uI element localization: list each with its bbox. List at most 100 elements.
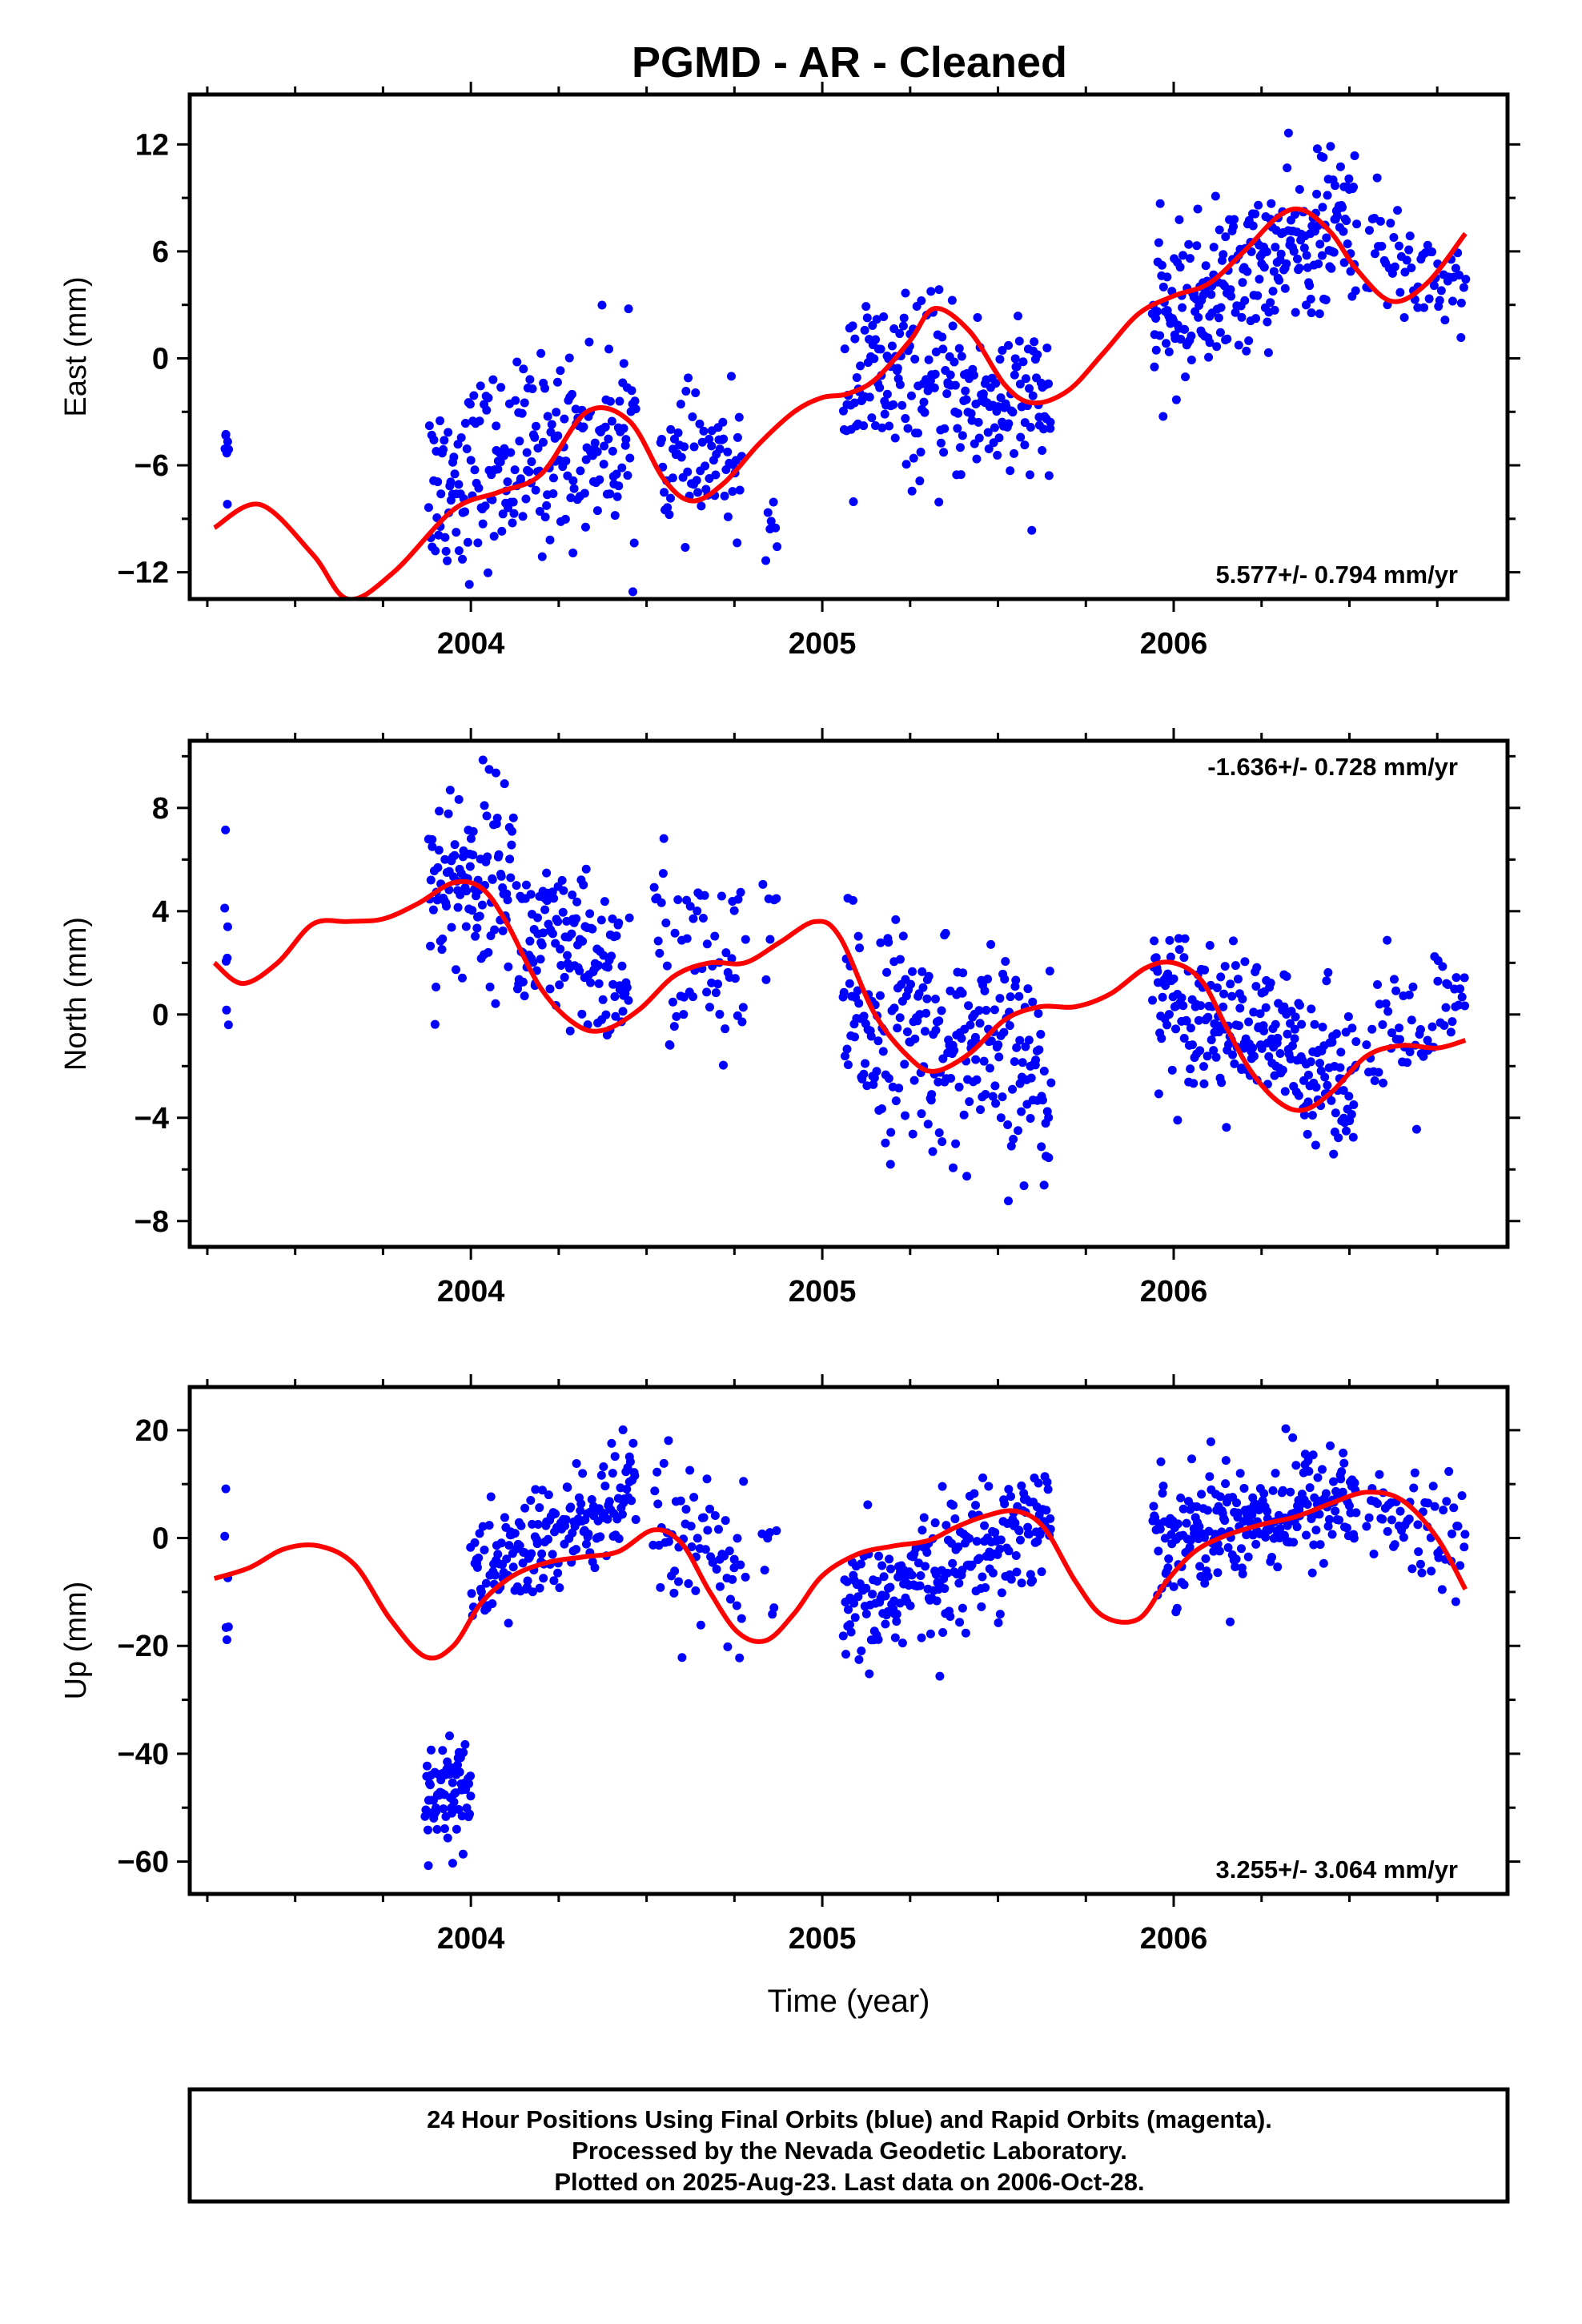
data-point — [1174, 934, 1183, 943]
data-point — [930, 369, 940, 379]
data-point — [461, 922, 471, 931]
data-point — [953, 424, 962, 433]
data-point — [1321, 1489, 1331, 1498]
data-point — [441, 546, 451, 556]
data-point — [984, 444, 994, 453]
data-point — [691, 1586, 701, 1595]
data-point — [1178, 251, 1188, 260]
data-point — [557, 875, 567, 885]
data-point — [426, 875, 436, 885]
data-point — [1346, 267, 1355, 276]
data-point — [852, 372, 861, 382]
data-point — [997, 1588, 1006, 1598]
x-tick-label: 2005 — [789, 627, 857, 661]
data-point — [1020, 440, 1030, 450]
data-point — [493, 1550, 503, 1559]
data-point — [577, 1009, 587, 1019]
data-point — [1367, 1024, 1377, 1034]
data-point — [1226, 1617, 1235, 1626]
data-point — [448, 1859, 457, 1868]
data-point — [450, 469, 460, 479]
data-point — [1417, 1568, 1427, 1578]
data-point — [884, 938, 893, 947]
data-point — [1025, 470, 1034, 480]
data-point — [955, 443, 965, 452]
data-point — [718, 417, 728, 427]
data-point — [1387, 1515, 1396, 1525]
data-point — [537, 940, 547, 950]
data-point — [877, 1104, 886, 1113]
data-point — [1232, 1498, 1242, 1508]
data-point — [931, 348, 941, 357]
data-point — [1158, 1482, 1168, 1491]
data-point — [946, 370, 955, 380]
data-point — [893, 364, 902, 373]
data-point — [1004, 340, 1014, 350]
data-point — [605, 489, 615, 499]
data-point — [604, 1497, 614, 1506]
data-point — [467, 1589, 476, 1598]
data-point — [1315, 239, 1325, 249]
data-point — [456, 432, 466, 442]
data-point — [910, 354, 920, 364]
data-point — [967, 1560, 977, 1570]
data-point — [954, 344, 964, 353]
y-tick-label: 20 — [135, 1414, 169, 1448]
data-point — [1044, 1153, 1054, 1163]
data-point — [889, 400, 898, 409]
data-point — [658, 869, 668, 879]
data-point — [1161, 981, 1170, 991]
data-point — [504, 1541, 514, 1550]
data-point — [919, 397, 929, 407]
y-tick-label: −8 — [135, 1205, 169, 1239]
data-point — [868, 320, 877, 330]
data-point — [433, 862, 443, 872]
data-point — [544, 1490, 553, 1500]
data-point — [1199, 1079, 1209, 1088]
panel-frame — [187, 92, 1510, 601]
data-point — [1326, 142, 1335, 151]
data-point — [1008, 1084, 1018, 1094]
data-point — [715, 444, 725, 454]
x-tick-label: 2006 — [1140, 1922, 1208, 1956]
data-point — [931, 1025, 941, 1035]
data-point — [603, 1514, 612, 1524]
data-point — [715, 1010, 725, 1019]
data-point — [850, 1613, 860, 1622]
data-point — [990, 1081, 1000, 1091]
data-point — [838, 406, 848, 416]
data-point — [1157, 1034, 1166, 1043]
data-point — [1242, 346, 1251, 356]
data-point — [431, 546, 440, 556]
data-point — [901, 414, 910, 424]
data-point — [1453, 1522, 1463, 1531]
data-point — [653, 936, 663, 946]
data-point — [721, 948, 731, 958]
data-point — [693, 1534, 702, 1543]
data-point — [601, 1010, 611, 1019]
data-point — [1209, 1046, 1219, 1055]
data-point — [1410, 1468, 1419, 1478]
data-point — [1460, 973, 1469, 983]
data-point — [1016, 432, 1026, 442]
data-point — [533, 1519, 543, 1529]
data-point — [1227, 292, 1236, 301]
data-point — [1336, 1474, 1346, 1484]
data-point — [1270, 305, 1279, 315]
data-point — [1326, 1441, 1335, 1450]
data-point — [1435, 296, 1444, 305]
data-point — [982, 1006, 991, 1015]
data-point — [924, 355, 934, 364]
data-point — [581, 864, 591, 874]
data-point — [954, 1082, 964, 1092]
data-point — [506, 873, 516, 883]
data-point — [938, 332, 947, 342]
data-point — [1263, 348, 1273, 357]
data-point — [492, 814, 502, 823]
data-point — [1039, 1180, 1049, 1190]
data-point — [738, 1003, 748, 1012]
data-point — [480, 501, 490, 511]
data-point — [1155, 199, 1165, 208]
data-point — [600, 422, 610, 432]
data-point — [520, 1503, 530, 1513]
